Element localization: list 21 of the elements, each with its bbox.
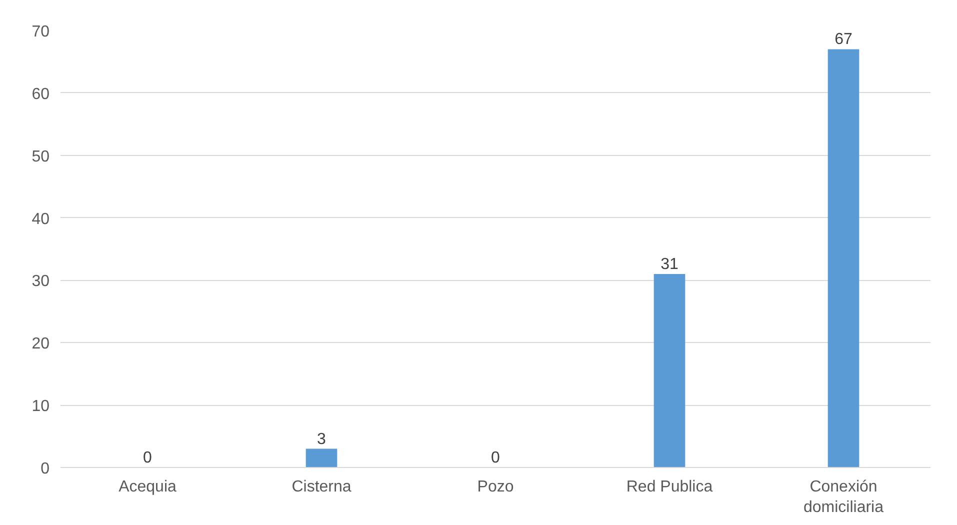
x-tick-label: Cisterna — [292, 478, 352, 496]
data-label: 3 — [317, 430, 326, 448]
x-tick-label: Red Publica — [626, 478, 713, 496]
data-label: 67 — [834, 31, 852, 48]
bar — [306, 448, 338, 468]
y-tick-label: 60 — [32, 86, 50, 103]
y-tick-label: 30 — [32, 273, 50, 290]
x-tick-label: Pozo — [477, 478, 514, 496]
data-label: 0 — [491, 450, 500, 466]
data-label: 0 — [143, 450, 152, 466]
bar — [828, 49, 860, 468]
data-label: 31 — [660, 256, 678, 273]
y-tick-label: 70 — [32, 24, 50, 40]
y-tick-label: 0 — [40, 460, 50, 478]
y-tick-label: 10 — [32, 398, 50, 416]
y-tick-label: 40 — [32, 210, 50, 228]
x-tick-label: Conexión domiciliaria — [803, 478, 884, 516]
y-tick-label: 50 — [32, 148, 50, 166]
bar — [654, 274, 686, 468]
y-tick-label: 20 — [32, 336, 50, 353]
x-tick-label: Acequia — [118, 478, 177, 496]
